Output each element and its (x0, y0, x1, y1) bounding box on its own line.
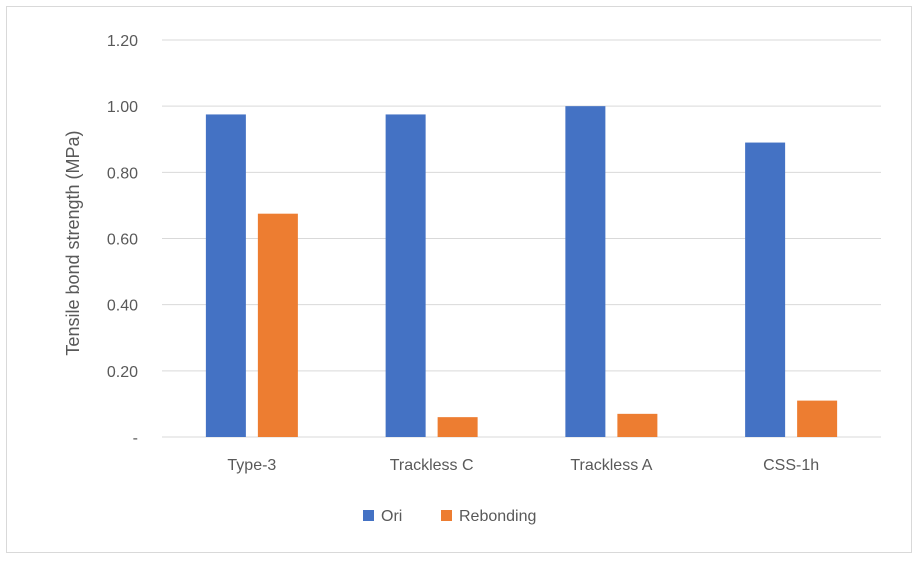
y-tick-label: 0.60 (107, 232, 138, 249)
bar-chart: - 0.20 0.40 0.60 0.80 1.00 1.20 Type-3 Trackles… (63, 33, 881, 525)
y-tick-label: 0.20 (107, 364, 138, 381)
x-category-label: Type-3 (227, 457, 276, 474)
legend: Ori Rebonding (363, 508, 536, 525)
y-axis-title: Tensile bond strength (MPa) (63, 130, 83, 355)
y-axis-ticks: - 0.20 0.40 0.60 0.80 1.00 1.20 (107, 33, 138, 447)
bar-ori-css-1h (745, 142, 786, 437)
bar-rebonding-css-1h (797, 400, 838, 437)
legend-swatch-rebonding (441, 510, 452, 521)
x-category-label: CSS-1h (763, 457, 819, 474)
y-tick-label: 1.20 (107, 33, 138, 50)
legend-label-ori: Ori (381, 508, 402, 525)
y-tick-label: 0.80 (107, 165, 138, 182)
bar-ori-trackless-a (565, 106, 606, 438)
x-category-label: Trackless A (570, 457, 652, 474)
legend-label-rebonding: Rebonding (459, 508, 536, 525)
chart-frame: - 0.20 0.40 0.60 0.80 1.00 1.20 Type-3 Trackles… (6, 6, 912, 553)
bar-rebonding-type-3 (257, 213, 298, 437)
x-category-label: Trackless C (390, 457, 474, 474)
bar-ori-type-3 (205, 114, 246, 437)
y-tick-label: 0.40 (107, 298, 138, 315)
x-axis-categories: Type-3 Trackless C Trackless A CSS-1h (227, 457, 819, 474)
bar-rebonding-trackless-a (617, 413, 658, 437)
bar-rebonding-trackless-c (437, 417, 478, 437)
y-tick-label: - (133, 430, 138, 447)
y-tick-label: 1.00 (107, 99, 138, 116)
bar-ori-trackless-c (385, 114, 426, 437)
bars (205, 106, 838, 438)
legend-swatch-ori (363, 510, 374, 521)
